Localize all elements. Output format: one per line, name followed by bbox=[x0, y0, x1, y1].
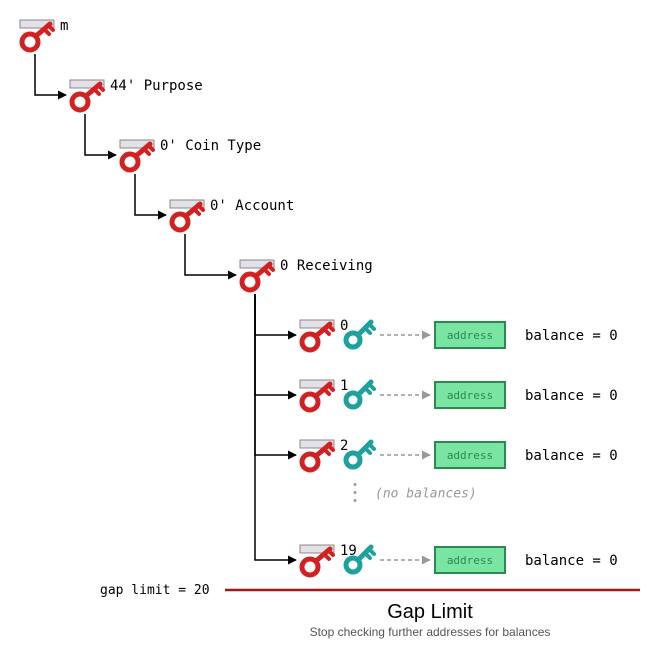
ellipsis-dot bbox=[354, 483, 357, 486]
level-label: m bbox=[60, 18, 68, 34]
red-key-icon bbox=[120, 140, 154, 170]
red-key-icon bbox=[300, 545, 334, 575]
level-label: 0' Account bbox=[210, 198, 294, 214]
index-label: 1 bbox=[340, 378, 348, 394]
index-label: 2 bbox=[340, 438, 348, 454]
red-key-icon bbox=[300, 320, 334, 350]
connector bbox=[135, 174, 166, 215]
level-label: 0 Receiving bbox=[280, 258, 373, 274]
connector bbox=[255, 294, 296, 560]
red-key-icon bbox=[240, 260, 274, 290]
hierarchy-level: 0 Receiving bbox=[240, 258, 373, 290]
level-label: 0' Coin Type bbox=[160, 138, 261, 154]
hierarchy-level: 44' Purpose bbox=[70, 78, 203, 110]
address-label: address bbox=[447, 389, 493, 402]
address-label: address bbox=[447, 554, 493, 567]
connector bbox=[255, 294, 296, 395]
balance-text: balance = 0 bbox=[525, 388, 618, 404]
address-label: address bbox=[447, 329, 493, 342]
hierarchy-level: 0' Coin Type bbox=[120, 138, 261, 170]
connector bbox=[255, 294, 296, 335]
no-balances-text: (no balances) bbox=[375, 487, 477, 502]
connector bbox=[85, 114, 116, 155]
gap-limit-label: gap limit = 20 bbox=[100, 583, 210, 598]
gap-limit-subtitle: Stop checking further addresses for bala… bbox=[310, 625, 551, 639]
address-row: 0 address balance = 0 bbox=[255, 294, 618, 350]
connector bbox=[255, 294, 296, 455]
ellipsis-dot bbox=[354, 499, 357, 502]
hierarchy-level: m bbox=[20, 18, 68, 50]
balance-text: balance = 0 bbox=[525, 328, 618, 344]
index-label: 0 bbox=[340, 318, 348, 334]
balance-text: balance = 0 bbox=[525, 553, 618, 569]
ellipsis-dot bbox=[354, 491, 357, 494]
red-key-icon bbox=[170, 200, 204, 230]
connector bbox=[185, 234, 236, 275]
red-key-icon bbox=[70, 80, 104, 110]
red-key-icon bbox=[300, 380, 334, 410]
teal-key-icon bbox=[346, 322, 374, 347]
balance-text: balance = 0 bbox=[525, 448, 618, 464]
teal-key-icon bbox=[346, 442, 374, 467]
teal-key-icon bbox=[346, 382, 374, 407]
hierarchy-level: 0' Account bbox=[170, 198, 294, 230]
red-key-icon bbox=[300, 440, 334, 470]
level-label: 44' Purpose bbox=[110, 78, 203, 94]
connector bbox=[35, 54, 66, 95]
red-key-icon bbox=[20, 20, 54, 50]
gap-limit-title: Gap Limit bbox=[387, 601, 473, 623]
address-label: address bbox=[447, 449, 493, 462]
